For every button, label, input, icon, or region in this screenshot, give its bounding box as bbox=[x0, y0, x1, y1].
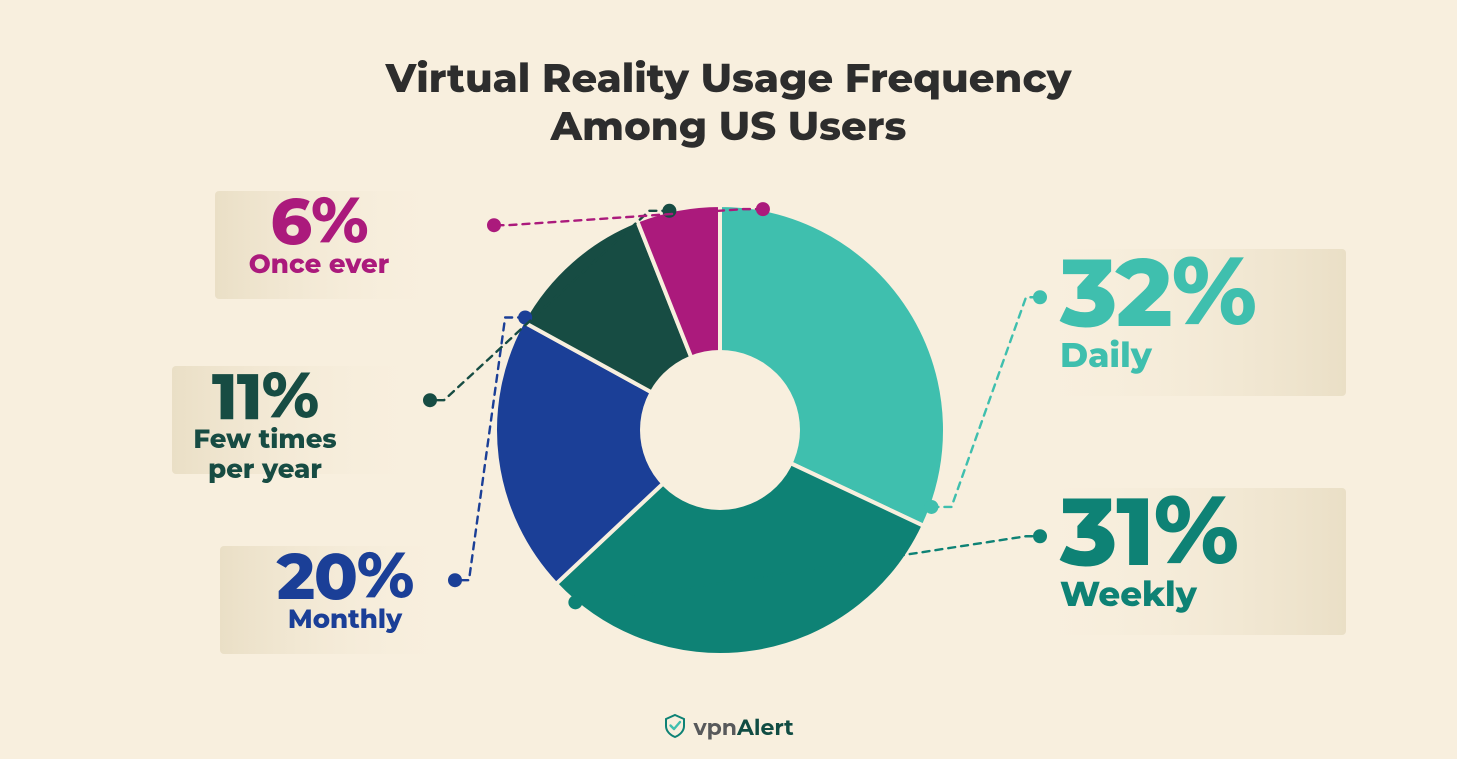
leader-dot-daily bbox=[924, 500, 938, 514]
leader-dot-weekly bbox=[568, 595, 582, 609]
pct-sign: % bbox=[311, 189, 367, 253]
chart-title: Virtual Reality Usage Frequency Among US… bbox=[0, 55, 1457, 151]
leader-dot-end-weekly bbox=[1033, 529, 1047, 543]
leader-dot-once bbox=[756, 202, 770, 216]
leader-dot-end-fewyear bbox=[423, 393, 437, 407]
brand-vpn-text: vpn bbox=[693, 714, 737, 741]
brand-alert-text: Alert bbox=[737, 714, 794, 741]
shield-icon bbox=[663, 713, 687, 739]
leader-dot-end-once bbox=[487, 218, 501, 232]
pct-daily: 32 bbox=[1060, 234, 1172, 350]
label-monthly: Monthly bbox=[220, 605, 470, 635]
callout-monthly: 20% Monthly bbox=[220, 545, 470, 635]
pct-sign: % bbox=[357, 544, 413, 608]
pct-sign: % bbox=[1172, 243, 1256, 338]
callout-once-ever: 6% Once ever bbox=[194, 190, 444, 280]
leader-dot-end-daily bbox=[1033, 290, 1047, 304]
callout-few-times-per-year: 11% Few times per year bbox=[140, 365, 390, 485]
pct-sign: % bbox=[262, 364, 318, 428]
leader-dot-fewyear bbox=[662, 204, 676, 218]
pct-sign: % bbox=[1154, 482, 1238, 577]
callout-daily: 32% Daily bbox=[1060, 245, 1256, 375]
callout-weekly: 31% Weekly bbox=[1060, 484, 1238, 614]
pct-weekly: 31 bbox=[1060, 473, 1154, 589]
brand-logo: vpnAlert bbox=[0, 713, 1457, 741]
infographic-canvas: Virtual Reality Usage Frequency Among US… bbox=[0, 0, 1457, 759]
